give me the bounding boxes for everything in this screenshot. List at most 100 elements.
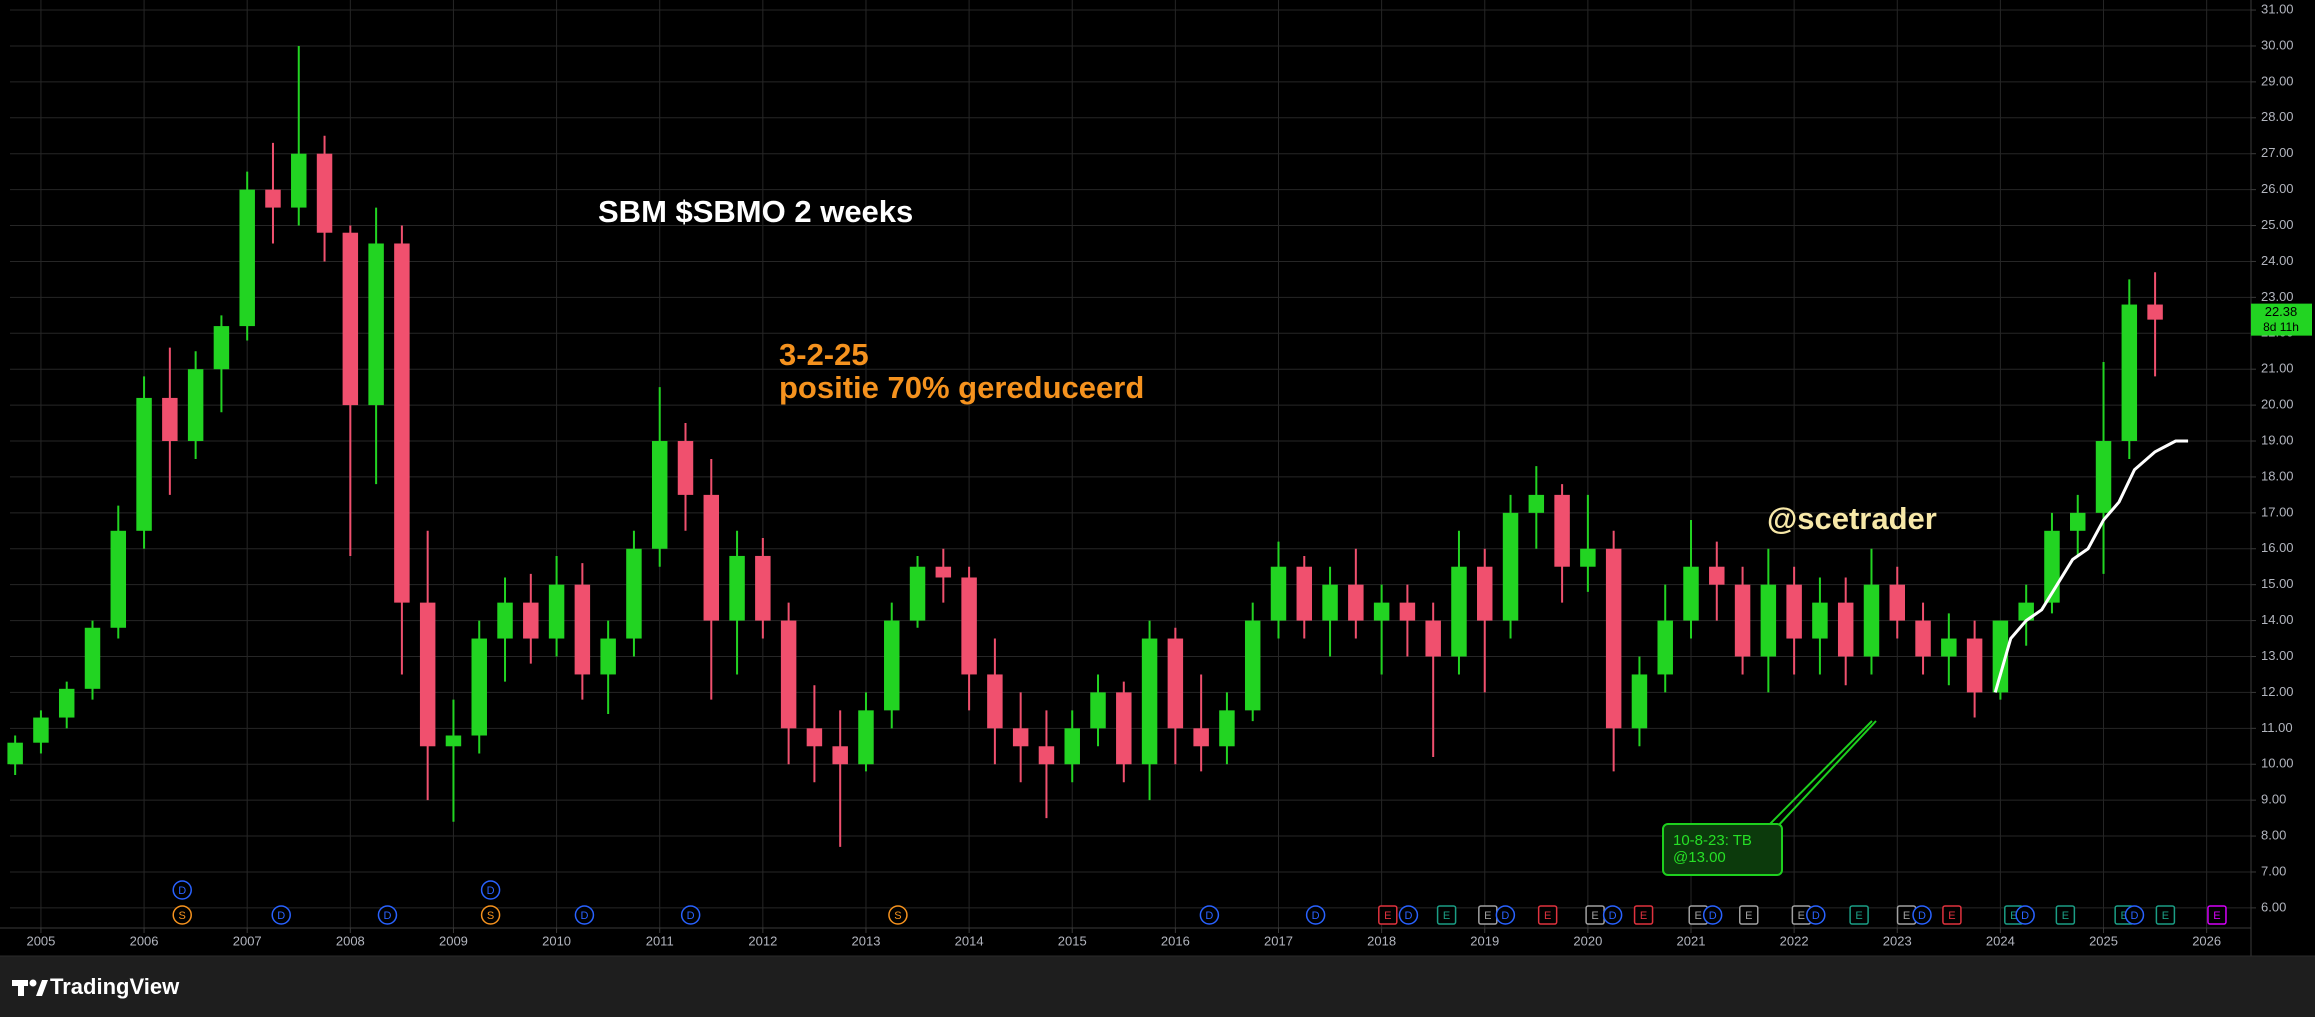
candle-body: [651, 441, 668, 549]
callout-text: @13.00: [1673, 849, 1726, 866]
candle-body: [1734, 584, 1751, 657]
event-badge: [2015, 905, 2035, 925]
candle-body: [187, 369, 204, 442]
event-label: E: [2010, 910, 2017, 922]
x-tick-label: 2010: [542, 933, 571, 948]
event-badge: [1633, 905, 1654, 925]
y-tick-label: 6.00: [2261, 899, 2286, 914]
candle-body: [84, 627, 101, 689]
event-label: E: [1798, 910, 1805, 922]
x-tick-label: 2013: [852, 933, 881, 948]
candle-body: [729, 555, 745, 621]
x-tick-label: 2026: [2192, 933, 2221, 948]
event-badge: [1495, 905, 1516, 925]
annotation: 3-2-25: [779, 337, 869, 372]
annotation: positie 70% gereduceerd: [779, 370, 1144, 405]
candle-body: [523, 602, 539, 639]
callout-pointer: [1775, 720, 1877, 829]
x-tick-label: 2005: [26, 933, 55, 948]
candle-body: [935, 566, 952, 578]
y-tick-label: 24.00: [2261, 253, 2294, 268]
x-tick-label: 2021: [1677, 933, 1706, 948]
y-tick-label: 18.00: [2261, 468, 2294, 483]
candle-body: [755, 555, 771, 621]
event-badge: [377, 905, 398, 925]
x-tick-label: 2008: [336, 933, 365, 948]
event-badge: [172, 880, 192, 900]
event-badge: [1436, 905, 1457, 925]
candle-body: [1786, 584, 1802, 639]
y-tick-label: 9.00: [2261, 792, 2286, 807]
candle-body: [1038, 746, 1055, 765]
event-label: D: [2021, 910, 2029, 922]
candle-body: [1348, 584, 1364, 621]
candle-body: [1090, 692, 1106, 729]
y-tick-label: 27.00: [2261, 145, 2294, 160]
event-label: E: [1544, 910, 1551, 922]
candle-body: [239, 189, 255, 327]
candle-body: [419, 602, 436, 747]
y-tick-label: 19.00: [2261, 432, 2294, 447]
event-badge: [1537, 905, 1558, 925]
event-badge: [1602, 905, 1623, 925]
candle-body: [2095, 441, 2112, 513]
event-badge: [480, 905, 501, 925]
candle-body: [1193, 728, 1209, 747]
callout-pointer: [1765, 720, 1873, 829]
candle-body: [2121, 304, 2138, 442]
x-tick-label: 2007: [233, 933, 262, 948]
candle-body: [1915, 620, 1931, 657]
candle-body: [291, 153, 307, 208]
x-tick-label: 2018: [1367, 933, 1396, 948]
event-badge: [1398, 905, 1419, 925]
event-label: S: [179, 910, 186, 922]
brand-logo: [12, 979, 48, 996]
candle-body: [574, 584, 591, 675]
x-tick-label: 2019: [1470, 933, 1499, 948]
candle-body: [1167, 638, 1184, 729]
event-badge: [1378, 905, 1398, 925]
candle-body: [961, 577, 977, 675]
candle-body: [1477, 566, 1493, 621]
candle-body: [1554, 494, 1570, 567]
y-tick-label: 17.00: [2261, 504, 2294, 519]
candle-body: [1399, 602, 1416, 621]
x-tick-label: 2017: [1264, 933, 1293, 948]
candle-body: [987, 674, 1003, 729]
candle-body: [342, 232, 359, 406]
candle-body: [1244, 620, 1261, 711]
candle-body: [136, 397, 152, 531]
candle-body: [1605, 548, 1622, 729]
candle-body: [1270, 566, 1287, 621]
candle-body: [1941, 638, 1957, 657]
candle-body: [1863, 584, 1880, 657]
event-label: D: [178, 885, 186, 897]
event-badge: [2155, 905, 2176, 925]
event-label: E: [1640, 910, 1647, 922]
annotation: @scetrader: [1767, 501, 1937, 536]
candle-body: [626, 548, 642, 639]
y-tick-label: 12.00: [2261, 684, 2294, 699]
y-tick-label: 20.00: [2261, 397, 2294, 412]
candle-body: [394, 243, 410, 603]
event-label: D: [2130, 910, 2138, 922]
candle-body: [471, 638, 487, 736]
x-tick-label: 2012: [748, 933, 777, 948]
candle-body: [1141, 638, 1158, 765]
event-badge: [574, 905, 595, 925]
y-tick-label: 25.00: [2261, 217, 2294, 232]
candle-body: [909, 566, 926, 621]
candle-body: [445, 735, 462, 747]
candle-body: [1889, 584, 1906, 621]
event-label: D: [1312, 910, 1320, 922]
event-label: D: [1609, 910, 1617, 922]
event-badge: [1702, 905, 1723, 925]
candle-body: [368, 243, 384, 406]
event-label: D: [1918, 910, 1926, 922]
y-tick-label: 23.00: [2261, 289, 2294, 304]
candle-body: [33, 717, 49, 743]
candle-body: [497, 602, 513, 639]
candle-body: [2147, 304, 2163, 320]
